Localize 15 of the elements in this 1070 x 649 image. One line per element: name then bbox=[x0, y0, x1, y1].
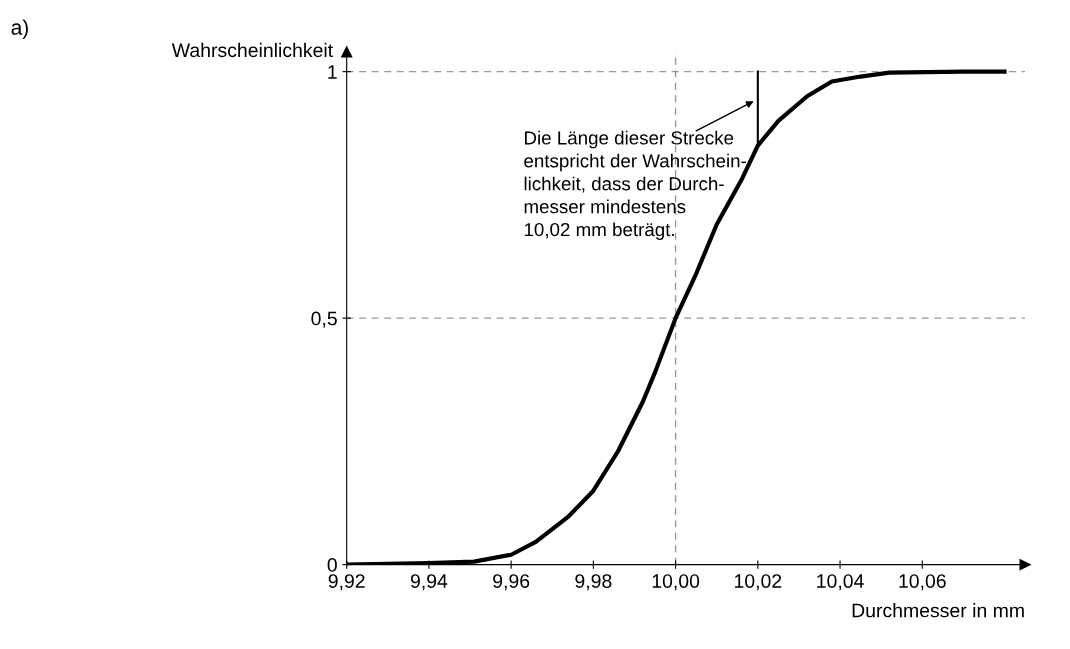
x-axis-title: Durchmesser in mm bbox=[852, 603, 1024, 618]
x-tick-label: 9,92 bbox=[328, 574, 365, 591]
x-tick-label: 9,98 bbox=[575, 574, 612, 591]
y-tick-label: 0 bbox=[327, 558, 337, 572]
annotation: Die Länge dieser Strecke entspricht der Wahrschein- lichkeit, dass der Durch- messer mindestens 10,02 mm beträgt. bbox=[524, 130, 746, 240]
x-tick-label: 9,96 bbox=[493, 574, 530, 591]
y-axis-title: Wahrscheinlichkeit bbox=[171, 42, 333, 58]
x-tick-label: 10,06 bbox=[899, 574, 946, 591]
x-tick-label: 10,04 bbox=[817, 574, 864, 591]
x-tick-label: 10,00 bbox=[652, 574, 700, 591]
y-tick-label: 1 bbox=[328, 65, 337, 79]
x-tick-label: 10,02 bbox=[734, 574, 782, 591]
x-tick-label: 9,94 bbox=[410, 574, 448, 591]
text: a) bbox=[11, 19, 28, 39]
y-tick-label: 0,5 bbox=[311, 311, 337, 328]
